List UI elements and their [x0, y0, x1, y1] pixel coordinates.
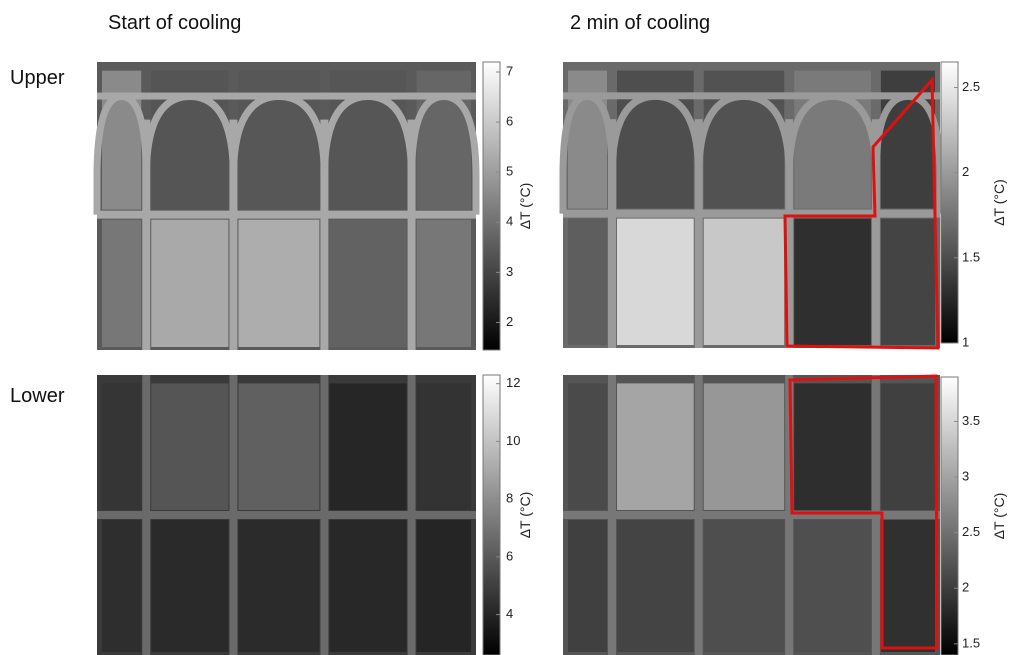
mullion — [229, 375, 237, 655]
pane — [102, 520, 141, 652]
colorbar-label: ΔT (°C) — [517, 183, 533, 230]
pane — [568, 71, 607, 209]
pane — [568, 383, 607, 510]
pane — [417, 220, 471, 347]
colorbar-label: ΔT (°C) — [991, 179, 1007, 226]
colorbar-tick-label: 3 — [506, 264, 513, 279]
mullion — [408, 375, 416, 655]
pane — [568, 520, 607, 652]
colorbar — [941, 377, 958, 655]
colorbar-tick-label: 2 — [962, 580, 969, 595]
pane — [238, 383, 319, 510]
mullion — [320, 375, 328, 655]
pane — [417, 383, 471, 510]
mullion — [97, 93, 476, 100]
pane — [151, 220, 228, 347]
pane — [238, 520, 319, 652]
pane — [704, 383, 784, 510]
pane — [704, 520, 784, 652]
mullion — [142, 375, 150, 655]
column-title: Start of cooling — [108, 12, 241, 34]
pane — [617, 383, 694, 510]
row-label: Lower — [10, 385, 65, 407]
pane — [329, 220, 406, 347]
pane — [794, 520, 871, 652]
pane — [151, 520, 228, 652]
pane — [881, 219, 935, 345]
pane — [238, 71, 319, 210]
colorbar — [483, 62, 500, 350]
pane — [238, 220, 319, 347]
pane — [329, 71, 406, 210]
pane — [794, 219, 871, 345]
colorbar-tick-label: 1.5 — [962, 635, 980, 650]
row-label: Upper — [10, 67, 65, 89]
colorbar-tick-label: 5 — [506, 164, 513, 179]
pane — [704, 219, 784, 345]
pane — [329, 520, 406, 652]
mullion — [563, 92, 940, 99]
pane — [881, 383, 935, 510]
pane — [102, 383, 141, 510]
colorbar-tick-label: 3 — [962, 469, 969, 484]
thermal-image — [563, 62, 940, 348]
pane — [568, 219, 607, 345]
colorbar-tick-label: 1.5 — [962, 249, 980, 264]
pane — [102, 220, 141, 347]
pane — [617, 219, 694, 345]
pane — [617, 520, 694, 652]
thermal-image — [97, 375, 476, 655]
colorbar-tick-label: 2 — [962, 164, 969, 179]
colorbar-tick-label: 1 — [962, 334, 969, 349]
colorbar-tick-label: 4 — [506, 214, 513, 229]
figure: Start of cooling 2 min of cooling Upper … — [0, 0, 1019, 655]
colorbar — [483, 375, 500, 655]
mullion — [97, 511, 476, 519]
pane — [794, 383, 871, 510]
colorbar-tick-label: 2 — [506, 314, 513, 329]
mullion — [97, 211, 476, 219]
colorbar-tick-label: 12 — [506, 375, 520, 390]
colorbar-tick-label: 8 — [506, 491, 513, 506]
colorbar-tick-label: 6 — [506, 548, 513, 563]
pane — [151, 383, 228, 510]
colorbar-tick-label: 3.5 — [962, 413, 980, 428]
pane — [151, 71, 228, 210]
column-title: 2 min of cooling — [570, 12, 710, 34]
colorbar-tick-label: 2.5 — [962, 79, 980, 94]
pane — [102, 71, 141, 210]
colorbar-label: ΔT (°C) — [991, 493, 1007, 540]
colorbar-tick-label: 2.5 — [962, 524, 980, 539]
colorbar-tick-label: 10 — [506, 433, 520, 448]
colorbar-label: ΔT (°C) — [517, 492, 533, 539]
pane — [794, 71, 871, 209]
colorbar-tick-label: 7 — [506, 63, 513, 78]
mullion — [608, 375, 616, 655]
pane — [329, 383, 406, 510]
pane — [704, 71, 784, 209]
pane — [881, 71, 935, 209]
mullion — [563, 210, 940, 218]
pane — [881, 520, 935, 652]
mullion — [872, 375, 880, 655]
colorbar-tick-label: 6 — [506, 114, 513, 129]
mullion — [695, 375, 703, 655]
pane — [417, 520, 471, 652]
colorbar — [941, 62, 958, 343]
pane — [617, 71, 694, 209]
colorbar-tick-label: 4 — [506, 606, 513, 621]
pane — [417, 71, 471, 210]
thermal-image — [563, 375, 940, 655]
thermal-image — [97, 62, 476, 350]
